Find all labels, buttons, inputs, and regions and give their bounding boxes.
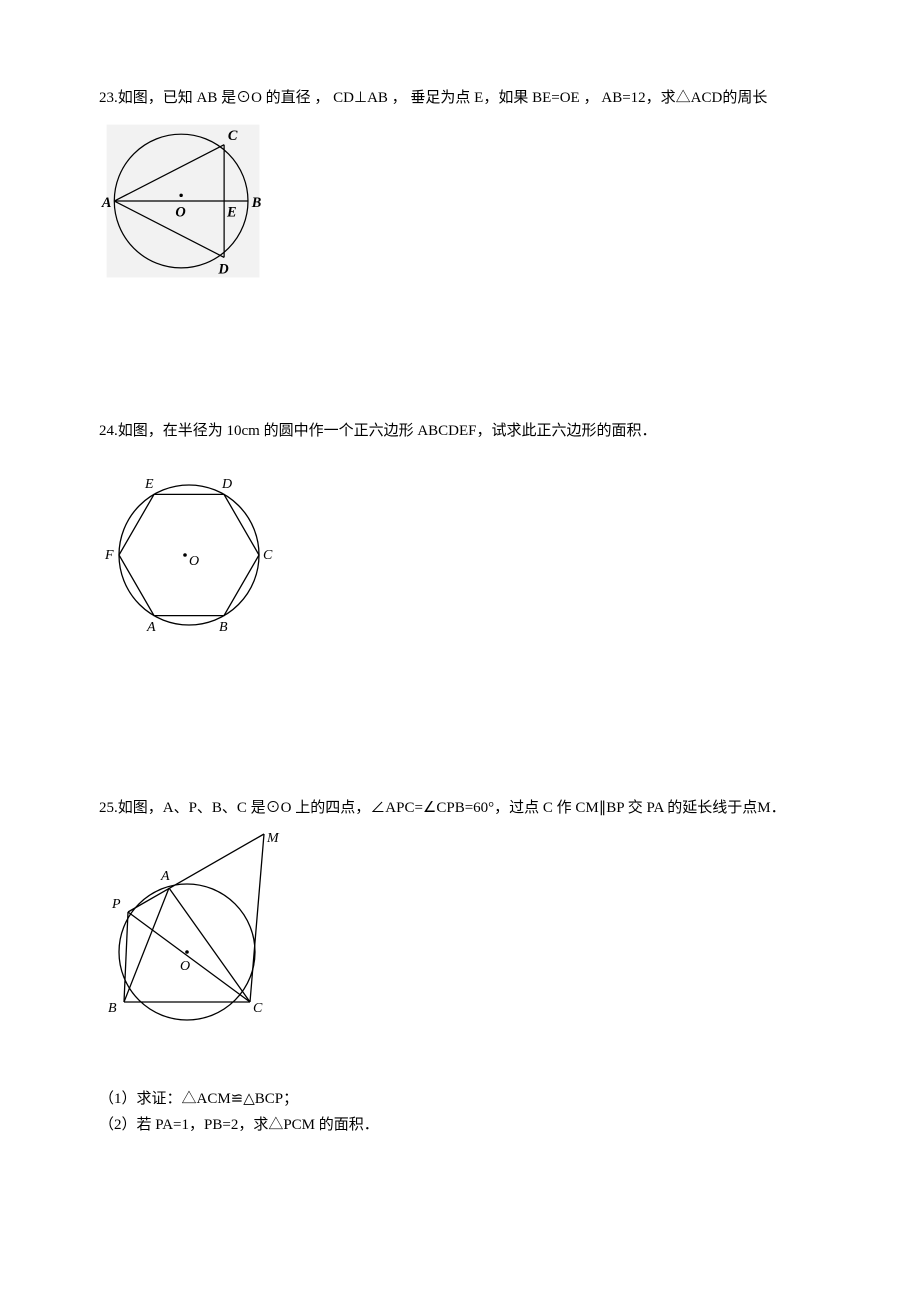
problem-25-figure: B C A P M O — [99, 827, 289, 1037]
label-B: B — [108, 1001, 117, 1016]
label-M: M — [266, 831, 280, 846]
problem-25-sub2: （2）若 PA=1，PB=2，求△PCM 的面积． — [99, 1112, 821, 1138]
label-E: E — [144, 477, 154, 492]
label-E: E — [226, 204, 237, 220]
label-O: O — [180, 959, 190, 974]
label-A: A — [101, 195, 112, 211]
label-O: O — [189, 554, 199, 569]
problem-23-text: 23.如图，已知 AB 是⊙O 的直径 ， CD⊥AB ， 垂足为点 E，如果 … — [99, 85, 821, 111]
problem-25-sub1: （1）求证：△ACM≌△BCP； — [99, 1086, 821, 1112]
label-C: C — [228, 128, 238, 144]
label-B: B — [251, 195, 262, 211]
label-A: A — [160, 869, 170, 884]
label-D: D — [217, 262, 228, 278]
label-C: C — [263, 548, 273, 563]
problem-24-figure: A B C D E F O — [99, 450, 279, 660]
problem-25-subs: （1）求证：△ACM≌△BCP； （2）若 PA=1，PB=2，求△PCM 的面… — [99, 1086, 821, 1138]
problem-23-figure: A B C D O E — [99, 117, 269, 287]
problem-24: 24.如图，在半径为 10cm 的圆中作一个正六边形 ABCDEF，试求此正六边… — [99, 418, 821, 665]
label-C: C — [253, 1001, 263, 1016]
problem-25-text: 25.如图，A、P、B、C 是⊙O 上的四点，∠APC=∠CPB=60°，过点 … — [99, 795, 821, 821]
label-A: A — [146, 620, 156, 635]
label-F: F — [104, 548, 114, 563]
problem-25: 25.如图，A、P、B、C 是⊙O 上的四点，∠APC=∠CPB=60°，过点 … — [99, 795, 821, 1138]
problem-23: 23.如图，已知 AB 是⊙O 的直径 ， CD⊥AB ， 垂足为点 E，如果 … — [99, 85, 821, 292]
label-O: O — [175, 204, 185, 220]
problem-24-text: 24.如图，在半径为 10cm 的圆中作一个正六边形 ABCDEF，试求此正六边… — [99, 418, 821, 444]
label-B: B — [219, 620, 228, 635]
label-D: D — [221, 477, 232, 492]
label-P: P — [111, 897, 121, 912]
